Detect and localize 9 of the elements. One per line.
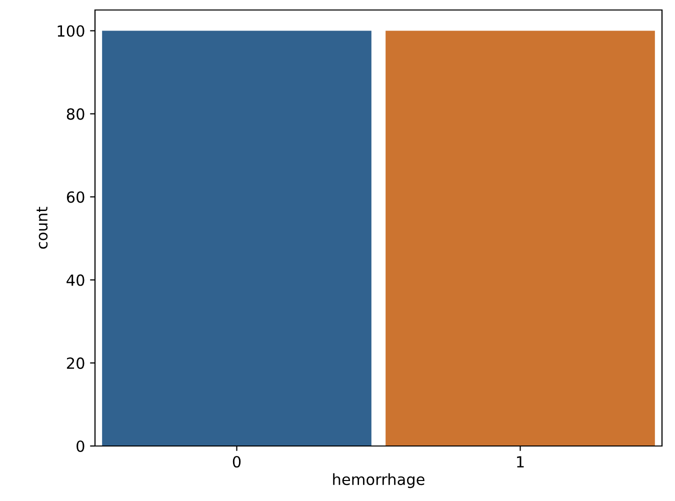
y-tick-label: 20 <box>66 357 84 369</box>
x-tick-label: 1 <box>517 456 524 468</box>
y-tick-label: 0 <box>76 440 84 452</box>
y-tick-label: 80 <box>66 108 84 120</box>
y-axis-title: count <box>36 206 48 249</box>
y-tick-label: 40 <box>66 274 84 286</box>
y-tick-label: 100 <box>58 25 84 37</box>
y-tick-label: 60 <box>66 191 84 203</box>
x-axis-title: hemorrhage <box>333 473 424 488</box>
